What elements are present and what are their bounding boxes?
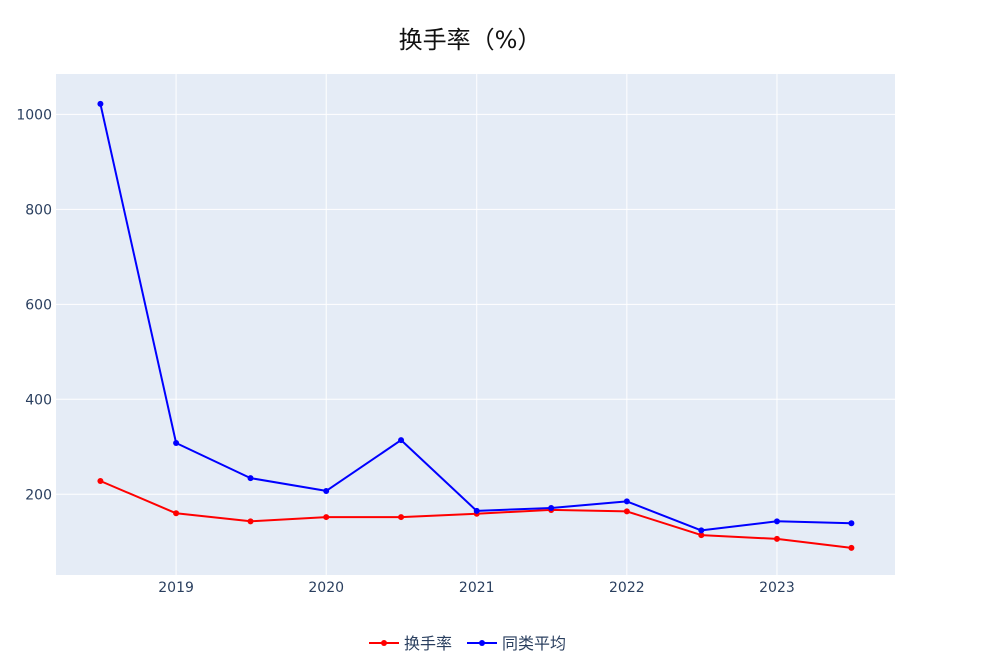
data-point-1-5[interactable] xyxy=(473,507,480,514)
data-point-0-2[interactable] xyxy=(247,518,254,525)
grid-lines xyxy=(56,74,895,575)
series-layer xyxy=(97,100,855,551)
x-axis-ticks: 2019 2020 2021 2022 2023 xyxy=(158,580,795,596)
data-point-0-10[interactable] xyxy=(848,544,855,551)
data-point-1-9[interactable] xyxy=(773,518,780,525)
legend-label-0: 换手率 xyxy=(404,634,452,653)
y-tick-label-600: 600 xyxy=(25,297,52,313)
legend-item-1[interactable]: 同类平均 xyxy=(467,634,566,653)
data-point-1-8[interactable] xyxy=(698,527,705,534)
x-tick-label-2020: 2020 xyxy=(308,580,344,596)
data-point-0-3[interactable] xyxy=(323,514,330,521)
data-point-0-4[interactable] xyxy=(398,514,405,521)
legend[interactable]: 换手率 同类平均 xyxy=(369,634,566,653)
plot-area xyxy=(56,74,895,575)
series-1 xyxy=(97,100,855,534)
data-point-1-0[interactable] xyxy=(97,100,104,107)
legend-item-0[interactable]: 换手率 xyxy=(369,634,452,653)
x-tick-label-2019: 2019 xyxy=(158,580,194,596)
data-point-1-3[interactable] xyxy=(323,487,330,494)
data-point-1-10[interactable] xyxy=(848,520,855,527)
legend-label-1: 同类平均 xyxy=(502,634,566,653)
data-point-0-8[interactable] xyxy=(698,532,705,539)
data-point-1-1[interactable] xyxy=(173,439,180,446)
y-tick-label-400: 400 xyxy=(25,392,52,408)
legend-marker-0 xyxy=(381,640,387,646)
y-tick-label-1000: 1000 xyxy=(16,107,52,123)
x-tick-label-2023: 2023 xyxy=(759,580,795,596)
data-point-1-4[interactable] xyxy=(398,437,405,444)
data-point-0-0[interactable] xyxy=(97,477,104,484)
data-point-1-7[interactable] xyxy=(623,498,630,505)
x-tick-label-2021: 2021 xyxy=(459,580,495,596)
chart-title: 换手率（%） xyxy=(399,26,542,54)
data-point-0-7[interactable] xyxy=(623,508,630,515)
data-point-1-6[interactable] xyxy=(548,505,555,512)
x-tick-label-2022: 2022 xyxy=(609,580,645,596)
data-point-1-2[interactable] xyxy=(247,475,254,482)
y-tick-label-800: 800 xyxy=(25,202,52,218)
data-point-0-9[interactable] xyxy=(773,535,780,542)
data-point-0-1[interactable] xyxy=(173,510,180,517)
legend-marker-1 xyxy=(479,640,485,646)
y-tick-label-200: 200 xyxy=(25,487,52,503)
y-axis-ticks: 200 400 600 800 1000 xyxy=(16,107,52,503)
